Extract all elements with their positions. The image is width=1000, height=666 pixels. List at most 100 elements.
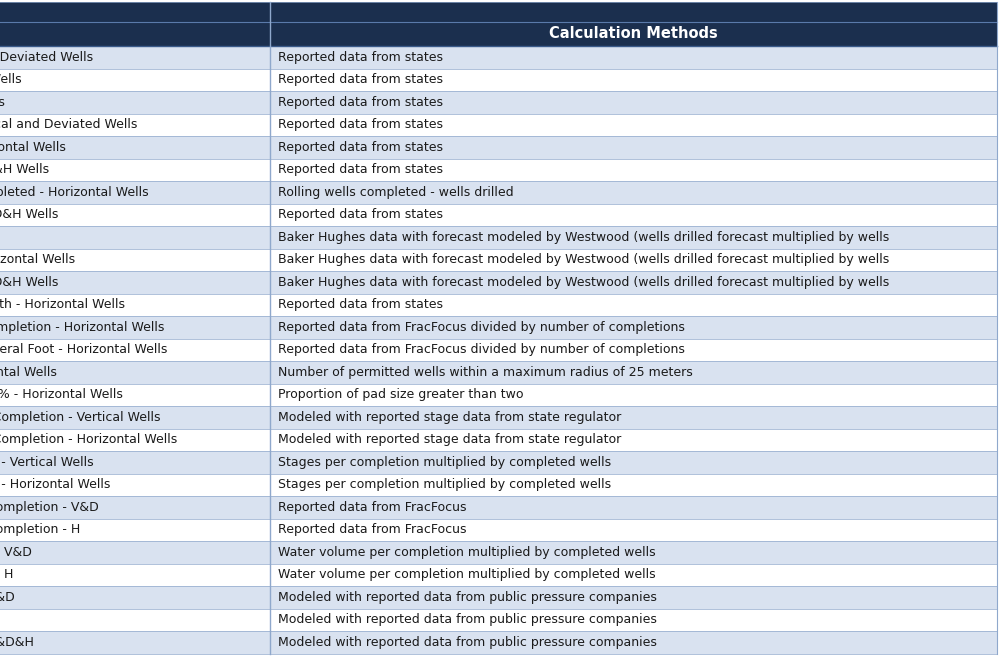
Text: Water Total - V&D: Water Total - V&D (0, 545, 32, 559)
Bar (0, 181, 270, 204)
Bar (270, 496, 997, 519)
Bar (0, 46, 270, 69)
Bar (0, 338, 270, 361)
Bar (270, 91, 997, 113)
Text: Pressure - V&D: Pressure - V&D (0, 591, 15, 604)
Bar (270, 22, 997, 46)
Bar (0, 316, 270, 338)
Text: Modeled with reported data from public pressure companies: Modeled with reported data from public p… (278, 636, 657, 649)
Bar (270, 136, 997, 159)
Text: Reported data from FracFocus divided by number of completions: Reported data from FracFocus divided by … (278, 321, 685, 334)
Bar (270, 451, 997, 474)
Text: Reported data from states: Reported data from states (278, 298, 443, 311)
Text: Modeled with reported data from public pressure companies: Modeled with reported data from public p… (278, 591, 657, 604)
Text: Rolling Completed - Horizontal Wells: Rolling Completed - Horizontal Wells (0, 186, 149, 198)
Text: Reported data from states: Reported data from states (278, 141, 443, 154)
Bar (0, 22, 270, 46)
Text: Stages per Completion - Vertical Wells: Stages per Completion - Vertical Wells (0, 411, 160, 424)
Text: Reported data from FracFocus: Reported data from FracFocus (278, 523, 466, 536)
Bar (270, 2, 997, 22)
Bar (0, 271, 270, 294)
Text: Lateral Length - Horizontal Wells: Lateral Length - Horizontal Wells (0, 298, 125, 311)
Bar (0, 384, 270, 406)
Text: Total Stages - Vertical Wells: Total Stages - Vertical Wells (0, 456, 94, 469)
Text: Stages per completion multiplied by completed wells: Stages per completion multiplied by comp… (278, 456, 611, 469)
Bar (0, 541, 270, 563)
Text: Fluid per Lateral Foot - Horizontal Wells: Fluid per Lateral Foot - Horizontal Well… (0, 343, 167, 356)
Bar (270, 361, 997, 384)
Text: Reported data from states: Reported data from states (278, 96, 443, 109)
Bar (270, 474, 997, 496)
Bar (0, 563, 270, 586)
Text: Drilled - V&D&H Wells: Drilled - V&D&H Wells (0, 208, 58, 221)
Text: Spud - Vertical and Deviated Wells: Spud - Vertical and Deviated Wells (0, 119, 137, 131)
Bar (270, 113, 997, 136)
Bar (0, 428, 270, 451)
Bar (0, 451, 270, 474)
Text: Water volume per completion multiplied by completed wells: Water volume per completion multiplied b… (278, 568, 656, 581)
Text: V&D&H Wells: V&D&H Wells (0, 96, 5, 109)
Text: Baker Hughes data with forecast modeled by Westwood (wells drilled forecast mult: Baker Hughes data with forecast modeled … (278, 253, 889, 266)
Bar (0, 91, 270, 113)
Text: Stages per completion multiplied by completed wells: Stages per completion multiplied by comp… (278, 478, 611, 492)
Text: Pressure - V&D&H: Pressure - V&D&H (0, 636, 34, 649)
Text: Modeled with reported data from public pressure companies: Modeled with reported data from public p… (278, 613, 657, 626)
Text: Reported data from states: Reported data from states (278, 208, 443, 221)
Bar (270, 204, 997, 226)
Bar (0, 204, 270, 226)
Text: Fluid per Completion - Horizontal Wells: Fluid per Completion - Horizontal Wells (0, 321, 164, 334)
Text: Baker Hughes data with forecast modeled by Westwood (wells drilled forecast mult: Baker Hughes data with forecast modeled … (278, 276, 889, 289)
Bar (0, 519, 270, 541)
Bar (0, 406, 270, 428)
Bar (270, 541, 997, 563)
Bar (0, 361, 270, 384)
Bar (270, 406, 997, 428)
Text: Reported data from states: Reported data from states (278, 163, 443, 176)
Bar (0, 631, 270, 653)
Bar (270, 338, 997, 361)
Text: Reported data from states: Reported data from states (278, 51, 443, 64)
Text: Reported data from states: Reported data from states (278, 73, 443, 87)
Bar (270, 428, 997, 451)
Bar (0, 474, 270, 496)
Text: Reported data from FracFocus divided by number of completions: Reported data from FracFocus divided by … (278, 343, 685, 356)
Bar (0, 496, 270, 519)
Text: Water Total - H: Water Total - H (0, 568, 13, 581)
Text: Pad - Horizontal Wells: Pad - Horizontal Wells (0, 366, 57, 379)
Bar (0, 586, 270, 609)
Text: Spud - V&D&H Wells: Spud - V&D&H Wells (0, 163, 49, 176)
Text: Drilled - Horizontal Wells: Drilled - Horizontal Wells (0, 253, 75, 266)
Text: Total Stages - Horizontal Wells: Total Stages - Horizontal Wells (0, 478, 110, 492)
Text: Calculation Methods: Calculation Methods (549, 27, 718, 41)
Bar (0, 113, 270, 136)
Bar (0, 294, 270, 316)
Text: Spud - Horizontal Wells: Spud - Horizontal Wells (0, 141, 66, 154)
Bar (0, 159, 270, 181)
Bar (270, 384, 997, 406)
Text: Distribution % - Horizontal Wells: Distribution % - Horizontal Wells (0, 388, 123, 401)
Text: Proportion of pad size greater than two: Proportion of pad size greater than two (278, 388, 524, 401)
Bar (270, 294, 997, 316)
Text: Stages per Completion - Horizontal Wells: Stages per Completion - Horizontal Wells (0, 434, 177, 446)
Bar (270, 563, 997, 586)
Bar (270, 181, 997, 204)
Bar (0, 609, 270, 631)
Bar (270, 316, 997, 338)
Text: Water per Completion - V&D: Water per Completion - V&D (0, 501, 99, 513)
Bar (270, 519, 997, 541)
Bar (0, 69, 270, 91)
Text: Reported data from states: Reported data from states (278, 119, 443, 131)
Bar (270, 226, 997, 248)
Text: Number of permitted wells within a maximum radius of 25 meters: Number of permitted wells within a maxim… (278, 366, 693, 379)
Bar (270, 46, 997, 69)
Text: Rolling wells completed - wells drilled: Rolling wells completed - wells drilled (278, 186, 514, 198)
Bar (270, 69, 997, 91)
Text: Water per Completion - H: Water per Completion - H (0, 523, 80, 536)
Text: Modeled with reported stage data from state regulator: Modeled with reported stage data from st… (278, 434, 621, 446)
Bar (0, 2, 270, 22)
Text: Vertical and Deviated Wells: Vertical and Deviated Wells (0, 51, 93, 64)
Text: Baker Hughes data with forecast modeled by Westwood (wells drilled forecast mult: Baker Hughes data with forecast modeled … (278, 230, 889, 244)
Text: Drilled - V&D&H Wells: Drilled - V&D&H Wells (0, 276, 58, 289)
Bar (270, 271, 997, 294)
Text: Horizontal Wells: Horizontal Wells (0, 73, 22, 87)
